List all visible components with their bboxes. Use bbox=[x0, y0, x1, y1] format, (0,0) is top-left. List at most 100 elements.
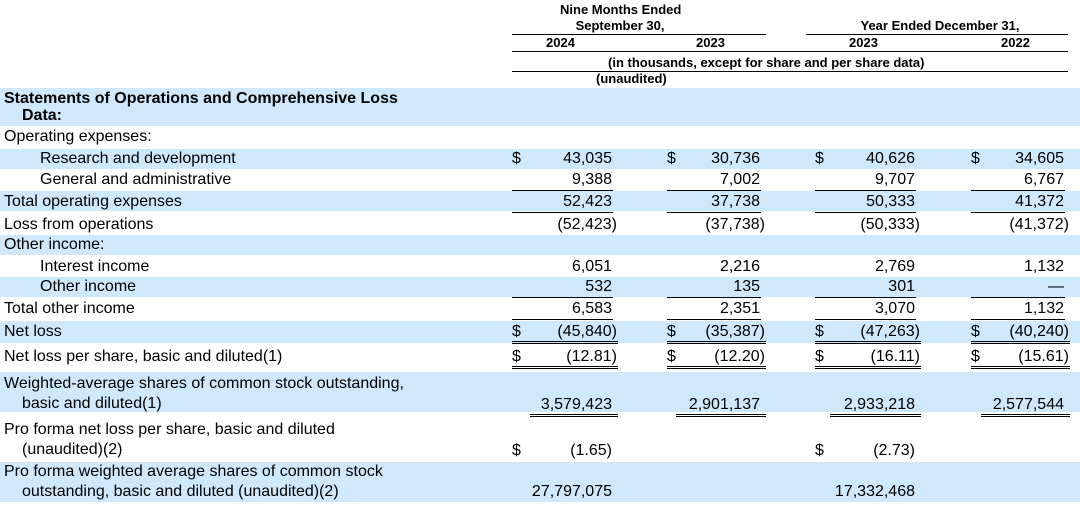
value-2024: 27,797,075 bbox=[531, 483, 612, 500]
value-2023-nine: 30,736 bbox=[711, 150, 760, 167]
value-2023-nine: 135 bbox=[733, 278, 760, 295]
value-2022: 1,132 bbox=[1023, 258, 1064, 275]
header-rule-nine-months bbox=[512, 34, 766, 35]
header-rule-note bbox=[512, 71, 1068, 72]
row-band bbox=[0, 321, 1080, 343]
dollar-sign: $ bbox=[667, 323, 676, 340]
header-year-ended: Year Ended December 31, bbox=[860, 18, 1020, 33]
col-2022: 2022 bbox=[1001, 35, 1030, 50]
dollar-sign: $ bbox=[512, 323, 521, 340]
row-band bbox=[0, 277, 1080, 297]
value-2022: 41,372 bbox=[1015, 193, 1064, 210]
value-2023-year: (2.73) bbox=[873, 442, 915, 459]
value-2023-nine: (12.20) bbox=[714, 348, 765, 365]
row-label: Other income: bbox=[4, 236, 105, 253]
underline bbox=[667, 319, 761, 320]
dollar-sign: $ bbox=[971, 348, 980, 365]
value-2022: (15.61) bbox=[1018, 348, 1069, 365]
dollar-sign: $ bbox=[667, 150, 676, 167]
value-2023-year: (50,333) bbox=[860, 216, 920, 233]
dollar-sign: $ bbox=[512, 150, 521, 167]
underline bbox=[667, 190, 761, 191]
value-2024: 3,579,423 bbox=[540, 396, 612, 413]
value-2023-year: 3,070 bbox=[874, 300, 915, 317]
underline bbox=[667, 297, 761, 298]
row-label: Operating expenses: bbox=[4, 128, 152, 145]
row-band bbox=[0, 191, 1080, 211]
col-2024: 2024 bbox=[546, 35, 575, 50]
value-2024: 532 bbox=[585, 278, 612, 295]
value-2023-year: 17,332,468 bbox=[834, 483, 915, 500]
row-label-line1: Pro forma net loss per share, basic and … bbox=[4, 421, 335, 438]
dollar-sign: $ bbox=[971, 323, 980, 340]
value-2024: 6,583 bbox=[571, 300, 612, 317]
row-label: Total operating expenses bbox=[4, 193, 182, 210]
row-band bbox=[0, 235, 1080, 255]
value-2023-nine: 2,216 bbox=[719, 258, 760, 275]
underline bbox=[512, 319, 613, 320]
row-label: Interest income bbox=[40, 258, 150, 275]
value-2023-year: 9,707 bbox=[874, 171, 915, 188]
double-underline bbox=[815, 366, 921, 369]
row-label-line1: Weighted-average shares of common stock … bbox=[4, 375, 404, 392]
value-2022: 34,605 bbox=[1015, 150, 1064, 167]
dollar-sign: $ bbox=[512, 442, 521, 459]
underline bbox=[815, 212, 916, 213]
value-2024: 6,051 bbox=[571, 258, 612, 275]
row-band bbox=[0, 372, 1080, 412]
row-label-line2: basic and diluted(1) bbox=[22, 395, 162, 412]
value-2023-year: 2,933,218 bbox=[843, 396, 915, 413]
underline bbox=[971, 297, 1065, 298]
dollar-sign: $ bbox=[512, 348, 521, 365]
value-2022: (40,240) bbox=[1009, 323, 1069, 340]
underline bbox=[512, 297, 613, 298]
row-label: Other income bbox=[40, 278, 137, 295]
row-label: Research and development bbox=[40, 150, 236, 167]
double-underline bbox=[667, 366, 766, 369]
dollar-sign: $ bbox=[971, 150, 980, 167]
underline bbox=[815, 190, 916, 191]
value-2022: (41,372) bbox=[1009, 216, 1069, 233]
header-rule-year-ended bbox=[806, 34, 1068, 35]
underline bbox=[971, 212, 1065, 213]
value-2023-nine: 7,002 bbox=[719, 171, 760, 188]
dollar-sign: $ bbox=[815, 442, 824, 459]
dollar-sign: $ bbox=[815, 348, 824, 365]
value-2023-nine: 2,901,137 bbox=[688, 396, 760, 413]
section-band bbox=[0, 88, 1080, 126]
double-underline bbox=[830, 414, 921, 417]
value-2024: (1.65) bbox=[570, 442, 612, 459]
row-band bbox=[0, 149, 1080, 169]
value-2022: 2,577,544 bbox=[992, 396, 1064, 413]
double-underline bbox=[676, 414, 766, 417]
row-label: Net loss bbox=[4, 323, 62, 340]
value-2024: (12.81) bbox=[566, 348, 617, 365]
underline bbox=[815, 297, 916, 298]
value-2023-nine: 37,738 bbox=[711, 193, 760, 210]
row-band bbox=[0, 462, 1080, 502]
section-title-line2: Data: bbox=[22, 107, 63, 124]
row-label: General and administrative bbox=[40, 171, 232, 188]
value-2023-nine: 2,351 bbox=[719, 300, 760, 317]
value-2023-nine: (37,738) bbox=[705, 216, 765, 233]
value-2022: 1,132 bbox=[1023, 300, 1064, 317]
header-sep30: September 30, bbox=[575, 18, 665, 33]
row-label: Loss from operations bbox=[4, 216, 154, 233]
underline bbox=[971, 319, 1065, 320]
underline bbox=[667, 212, 761, 213]
value-2024: 9,388 bbox=[571, 171, 612, 188]
header-nine-months: Nine Months Ended bbox=[560, 2, 682, 17]
value-2023-year: 50,333 bbox=[866, 193, 915, 210]
double-underline bbox=[971, 341, 1070, 344]
value-2024: 52,423 bbox=[563, 193, 612, 210]
row-label-line2: (unaudited)(2) bbox=[22, 441, 123, 458]
value-2024: (45,840) bbox=[557, 323, 617, 340]
value-2024: 43,035 bbox=[563, 150, 612, 167]
double-underline bbox=[815, 341, 921, 344]
underline bbox=[512, 190, 613, 191]
row-label-line2: outstanding, basic and diluted (unaudite… bbox=[22, 483, 339, 500]
double-underline bbox=[667, 341, 766, 344]
section-title-line1: Statements of Operations and Comprehensi… bbox=[4, 90, 398, 107]
col-2023-nine: 2023 bbox=[696, 35, 725, 50]
value-2023-year: 2,769 bbox=[874, 258, 915, 275]
